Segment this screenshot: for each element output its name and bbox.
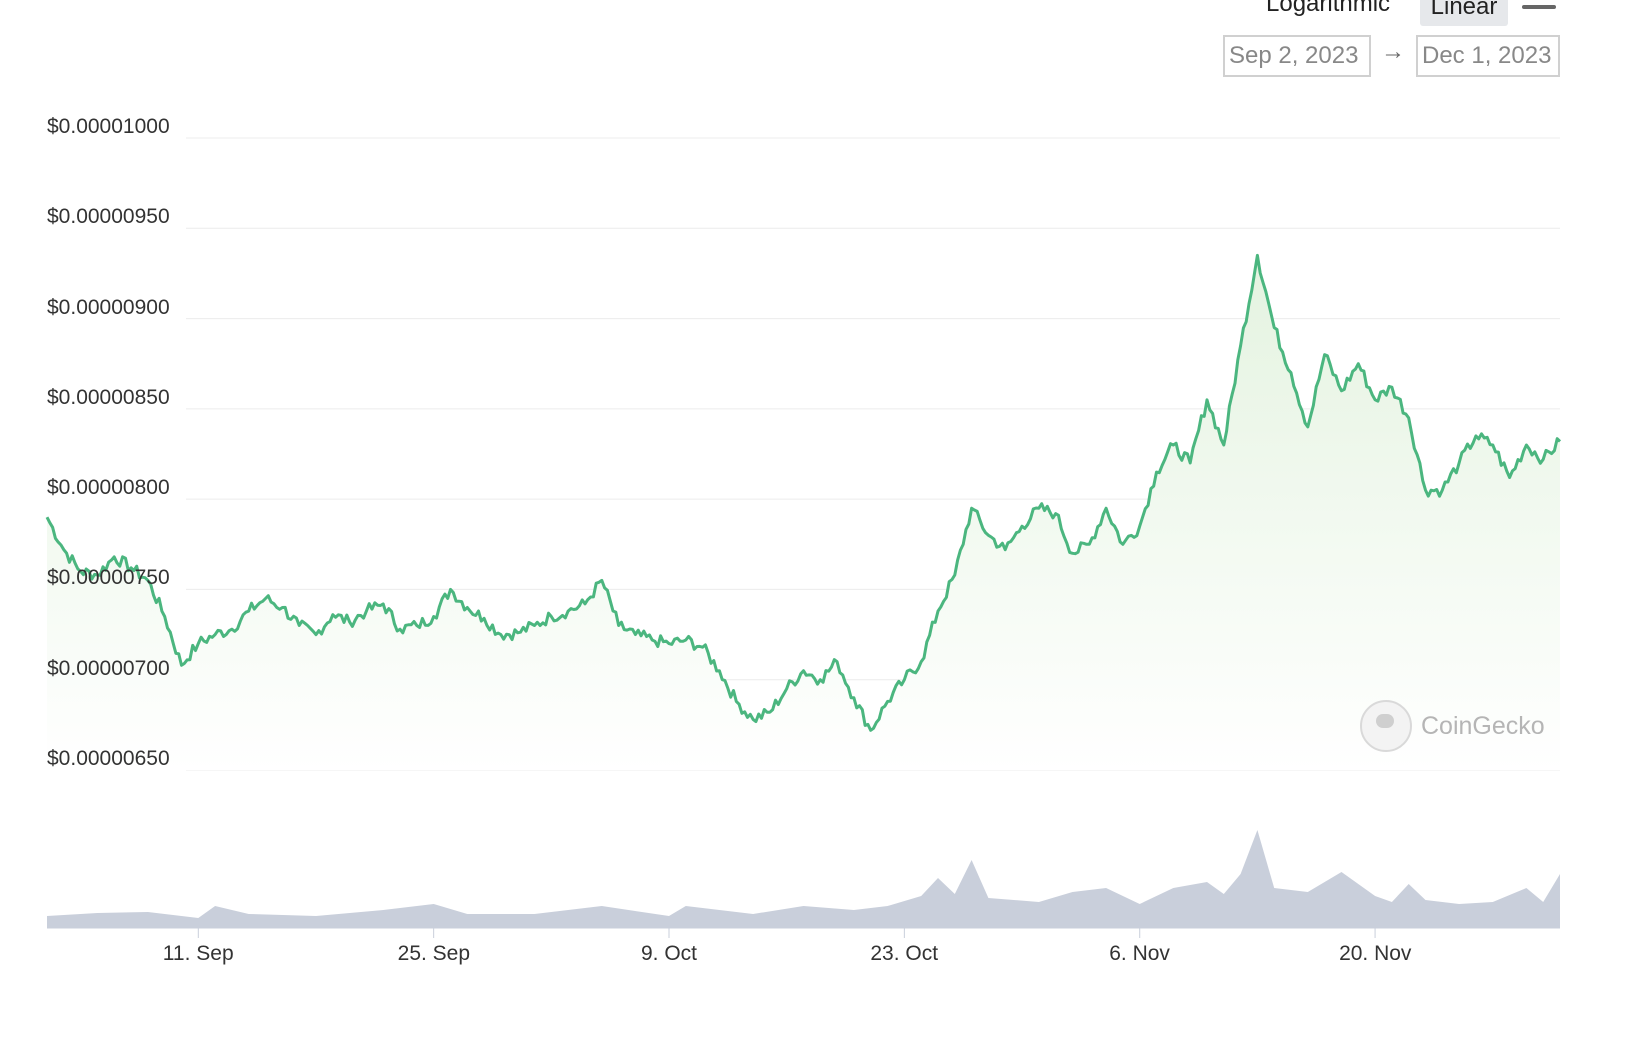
y-tick-label: $0.00001000 bbox=[47, 115, 170, 138]
y-tick-label: $0.00000700 bbox=[47, 656, 170, 680]
scale-linear-button[interactable]: Linear bbox=[1420, 0, 1508, 26]
x-tick-label: 9. Oct bbox=[641, 942, 698, 965]
chart-toolbar: Logarithmic Linear Sep 2, 2023 → Dec 1, … bbox=[0, 0, 1644, 100]
y-tick-label: $0.00000750 bbox=[47, 566, 170, 590]
y-tick-label: $0.00000850 bbox=[47, 385, 170, 409]
price-line bbox=[45, 253, 1562, 732]
x-tick-label: 6. Nov bbox=[1109, 942, 1170, 965]
x-tick-label: 25. Sep bbox=[397, 942, 471, 965]
y-tick-label: $0.00000950 bbox=[47, 205, 170, 229]
watermark-text: CoinGecko bbox=[1421, 712, 1545, 740]
y-tick-label: $0.00000900 bbox=[47, 295, 170, 319]
hamburger-menu-icon[interactable] bbox=[1522, 0, 1556, 16]
x-tick-label: 23. Oct bbox=[870, 942, 939, 965]
scale-logarithmic-button[interactable]: Logarithmic bbox=[1266, 0, 1391, 17]
arrow-right-icon: → bbox=[1381, 38, 1405, 65]
coingecko-logo-icon bbox=[1360, 700, 1412, 752]
x-tick-label: 20. Nov bbox=[1339, 942, 1412, 965]
x-axis-ticks bbox=[197, 928, 1376, 938]
coingecko-watermark: CoinGecko bbox=[1360, 700, 1560, 756]
date-from-input[interactable]: Sep 2, 2023 bbox=[1223, 35, 1371, 77]
date-to-input[interactable]: Dec 1, 2023 bbox=[1416, 35, 1560, 77]
volume-area bbox=[47, 830, 1560, 928]
x-tick-label: 11. Sep bbox=[162, 942, 234, 965]
y-tick-label: $0.00000800 bbox=[47, 476, 170, 500]
price-area bbox=[47, 255, 1560, 770]
y-tick-label: $0.00000650 bbox=[47, 747, 170, 770]
